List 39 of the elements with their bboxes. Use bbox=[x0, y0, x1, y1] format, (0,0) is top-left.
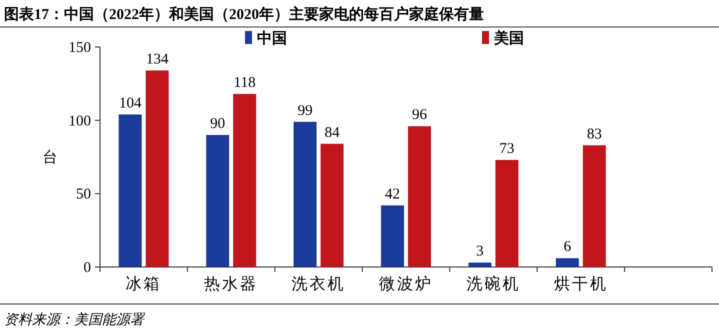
x-tick-label: 冰箱 bbox=[126, 275, 162, 293]
data-label: 42 bbox=[385, 186, 400, 202]
y-axis-title: 台 bbox=[42, 149, 58, 166]
bar bbox=[556, 258, 579, 267]
legend-label: 美国 bbox=[493, 29, 524, 47]
x-tick-label: 微波炉 bbox=[379, 275, 433, 293]
bar bbox=[320, 144, 344, 267]
data-label: 90 bbox=[210, 116, 226, 132]
y-tick-label: 150 bbox=[68, 40, 91, 56]
x-tick-label: 热水器 bbox=[204, 275, 258, 293]
y-tick-label: 50 bbox=[76, 186, 91, 203]
legend-label: 中国 bbox=[257, 30, 287, 47]
bar bbox=[118, 114, 142, 267]
bar bbox=[146, 70, 169, 267]
data-label: 83 bbox=[586, 126, 602, 142]
data-label: 96 bbox=[412, 107, 428, 124]
data-label: 104 bbox=[118, 95, 142, 112]
data-label: 73 bbox=[499, 140, 514, 157]
bar bbox=[381, 205, 404, 267]
data-label: 134 bbox=[146, 51, 169, 68]
data-label: 99 bbox=[298, 102, 313, 119]
chart-title: 图表17：中国（2022年）和美国（2020年）主要家电的每百户家庭保有量 bbox=[4, 5, 484, 23]
data-label: 3 bbox=[476, 244, 484, 260]
bar bbox=[206, 135, 230, 267]
x-tick-label: 洗衣机 bbox=[292, 275, 346, 293]
data-label: 84 bbox=[324, 124, 340, 141]
bar bbox=[495, 160, 518, 267]
text: 资料来源：美国能源署 bbox=[4, 312, 146, 328]
data-label: 6 bbox=[564, 239, 572, 256]
y-tick-label: 0 bbox=[84, 260, 91, 276]
bar bbox=[408, 126, 431, 267]
bar bbox=[582, 145, 606, 267]
x-tick-label: 烘干机 bbox=[554, 275, 608, 293]
bar bbox=[233, 94, 256, 267]
bar bbox=[468, 262, 492, 267]
x-tick-label: 洗碗机 bbox=[466, 275, 520, 293]
y-tick-label: 100 bbox=[68, 113, 91, 130]
bar bbox=[294, 122, 317, 267]
data-label: 118 bbox=[234, 74, 256, 91]
